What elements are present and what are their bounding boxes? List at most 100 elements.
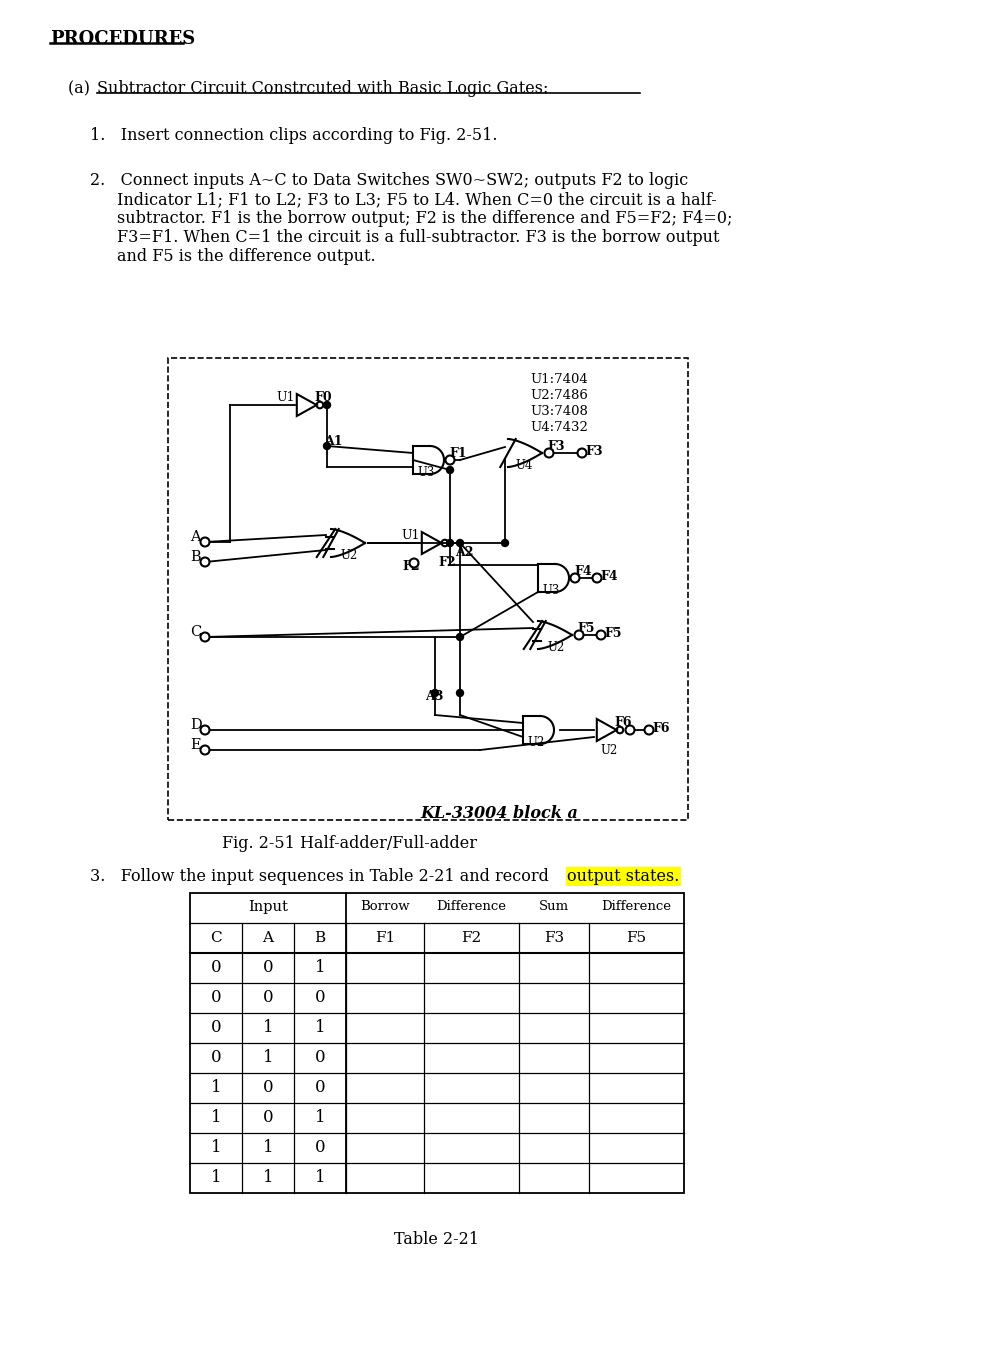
Text: U3: U3	[417, 466, 434, 478]
Text: Difference: Difference	[436, 900, 507, 913]
Text: F6: F6	[614, 716, 632, 729]
Text: U1:7404: U1:7404	[530, 373, 588, 386]
Text: 1: 1	[314, 1169, 325, 1187]
Circle shape	[626, 725, 635, 735]
Text: F0: F0	[314, 391, 331, 403]
Text: F3: F3	[585, 444, 603, 458]
Text: U4:7432: U4:7432	[530, 421, 588, 433]
Text: 1: 1	[211, 1139, 222, 1156]
Circle shape	[456, 634, 463, 641]
Text: A1: A1	[324, 435, 342, 448]
Text: A3: A3	[425, 690, 443, 703]
Circle shape	[201, 557, 210, 567]
Bar	[168, 358, 688, 821]
Text: U2: U2	[600, 744, 617, 756]
Text: 0: 0	[211, 1020, 222, 1036]
Text: U2:7486: U2:7486	[530, 388, 588, 402]
Text: 1: 1	[314, 1109, 325, 1126]
Text: F5: F5	[577, 622, 595, 635]
Text: KL-33004 block a: KL-33004 block a	[420, 806, 578, 822]
Circle shape	[593, 574, 602, 582]
Text: A2: A2	[455, 547, 473, 559]
Text: U3:7408: U3:7408	[530, 405, 588, 418]
Text: 0: 0	[262, 1109, 273, 1126]
Text: F3=F1. When C=1 the circuit is a full-subtractor. F3 is the borrow output: F3=F1. When C=1 the circuit is a full-su…	[117, 229, 720, 245]
Text: 0: 0	[262, 990, 273, 1006]
Circle shape	[445, 455, 454, 465]
Text: F1: F1	[449, 447, 467, 459]
Text: Table 2-21: Table 2-21	[394, 1231, 479, 1249]
Circle shape	[201, 537, 210, 547]
Text: Indicator L1; F1 to L2; F3 to L3; F5 to L4. When C=0 the circuit is a half-: Indicator L1; F1 to L2; F3 to L3; F5 to …	[117, 191, 717, 209]
Text: 0: 0	[314, 1079, 325, 1096]
Text: D: D	[190, 718, 202, 732]
Text: C: C	[190, 626, 202, 639]
Text: E: E	[190, 737, 201, 752]
Text: F1: F1	[375, 931, 395, 945]
Text: 2.   Connect inputs A~C to Data Switches SW0~SW2; outputs F2 to logic: 2. Connect inputs A~C to Data Switches S…	[90, 172, 689, 189]
Text: B: B	[314, 931, 325, 945]
Text: U2: U2	[527, 736, 544, 750]
Text: F6: F6	[652, 722, 670, 735]
Text: U2: U2	[547, 641, 564, 654]
Circle shape	[597, 631, 606, 639]
Text: 0: 0	[211, 960, 222, 976]
Text: 0: 0	[262, 1079, 273, 1096]
Text: 1: 1	[262, 1020, 273, 1036]
Text: 0: 0	[262, 960, 273, 976]
Text: Fig. 2-51 Half-adder/Full-adder: Fig. 2-51 Half-adder/Full-adder	[223, 836, 477, 852]
Text: F4: F4	[574, 566, 592, 578]
Text: PROCEDURES: PROCEDURES	[50, 30, 196, 48]
Text: Borrow: Borrow	[360, 900, 410, 913]
Circle shape	[456, 540, 463, 547]
Text: 0: 0	[211, 990, 222, 1006]
Circle shape	[575, 631, 584, 639]
Text: 1: 1	[211, 1169, 222, 1187]
Text: U1: U1	[276, 391, 294, 403]
Text: 3.   Follow the input sequences in Table 2-21 and record: 3. Follow the input sequences in Table 2…	[90, 868, 554, 885]
Text: 1: 1	[262, 1169, 273, 1187]
Text: 0: 0	[314, 1050, 325, 1066]
Circle shape	[578, 448, 587, 458]
Circle shape	[446, 466, 453, 473]
Circle shape	[645, 725, 654, 735]
Text: F2: F2	[438, 556, 456, 568]
Circle shape	[431, 690, 438, 696]
Circle shape	[201, 746, 210, 755]
Text: U2: U2	[340, 549, 357, 562]
Circle shape	[502, 540, 509, 547]
Text: 1: 1	[262, 1050, 273, 1066]
Text: B: B	[190, 551, 201, 564]
Text: 0: 0	[314, 1139, 325, 1156]
Text: Sum: Sum	[539, 900, 569, 913]
Text: A: A	[190, 530, 201, 544]
Circle shape	[409, 559, 418, 567]
Text: and F5 is the difference output.: and F5 is the difference output.	[117, 248, 375, 264]
Text: 0: 0	[211, 1050, 222, 1066]
Text: Difference: Difference	[602, 900, 672, 913]
Text: 0: 0	[314, 990, 325, 1006]
Text: U1: U1	[401, 529, 419, 542]
Text: 1.   Insert connection clips according to Fig. 2-51.: 1. Insert connection clips according to …	[90, 127, 497, 144]
Circle shape	[201, 725, 210, 735]
Text: F3: F3	[547, 440, 565, 453]
Text: F3: F3	[544, 931, 564, 945]
Text: 1: 1	[262, 1139, 273, 1156]
Circle shape	[571, 574, 580, 582]
Circle shape	[456, 690, 463, 696]
Circle shape	[323, 443, 330, 450]
Text: C: C	[211, 931, 222, 945]
Text: output states.: output states.	[567, 868, 680, 885]
Circle shape	[545, 448, 554, 458]
Text: 1: 1	[211, 1079, 222, 1096]
Text: (a): (a)	[68, 80, 95, 97]
Text: F4: F4	[600, 570, 618, 583]
Text: A: A	[262, 931, 273, 945]
Text: 1: 1	[314, 1020, 325, 1036]
Text: 1: 1	[314, 960, 325, 976]
Text: U3: U3	[542, 583, 559, 597]
Bar	[190, 893, 684, 1193]
Text: Subtractor Circuit Constrcuted with Basic Logic Gates:: Subtractor Circuit Constrcuted with Basi…	[97, 80, 548, 97]
Text: 1: 1	[211, 1109, 222, 1126]
Text: U4: U4	[515, 459, 532, 472]
